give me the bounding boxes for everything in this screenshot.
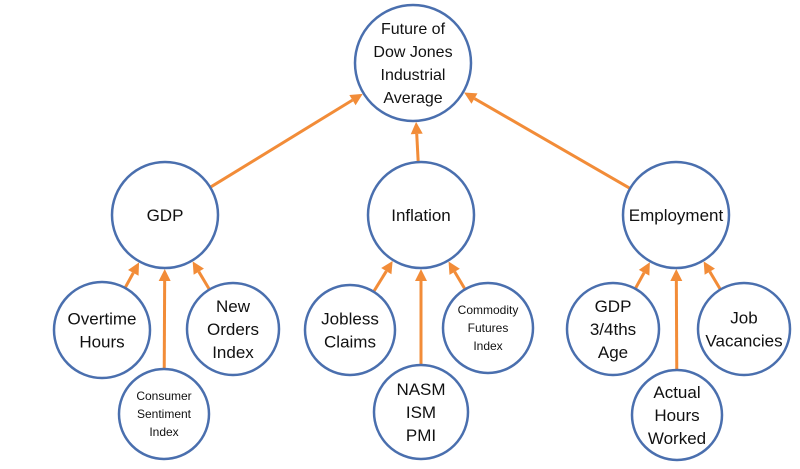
node-nasm-ism-pmi-circle	[372, 363, 470, 461]
node-consumer-sentiment-index-label-line: Index	[149, 425, 178, 439]
arrow-gdp-3-4ths-age-to-employment-line	[633, 272, 646, 290]
node-gdp: GDP	[110, 160, 220, 270]
node-inflation-label-line: Inflation	[391, 206, 451, 225]
node-consumer-sentiment-index-label-line: Consumer	[136, 389, 191, 403]
arrow-inflation-to-root-line	[415, 133, 420, 163]
node-gdp-3-4ths-age-label-line: Age	[598, 343, 628, 362]
arrow-gdp-to-root	[209, 93, 363, 189]
arrow-employment-to-root-line	[473, 97, 631, 190]
node-overtime-hours-circle	[52, 280, 152, 380]
node-root-future-of-dow-jones-industrial-average: Future of Dow Jones Industrial Average	[353, 3, 473, 123]
node-nasm-ism-pmi-label-line: NASM	[396, 380, 445, 399]
node-actual-hours-worked-circle	[630, 368, 724, 462]
node-employment-label-line: Employment	[629, 206, 724, 225]
node-nasm-ism-pmi: NASM ISM PMI	[372, 363, 470, 461]
node-overtime-hours-label-line: Overtime	[68, 309, 137, 328]
node-employment: Employment	[621, 160, 731, 270]
node-commodity-futures-index-label-line: Futures	[468, 321, 509, 335]
node-new-orders-index: New Orders Index	[185, 281, 281, 377]
arrow-jobless-claims-to-inflation-line	[372, 270, 388, 293]
node-overtime-hours: Overtime Hours	[52, 280, 152, 380]
arrow-gdp-to-root-line	[209, 98, 354, 189]
node-root-future-of-dow-jones-industrial-average-circle	[353, 3, 473, 123]
node-new-orders-index-label-line: Index	[212, 343, 254, 362]
node-gdp-3-4ths-age-label-line: 3/4ths	[590, 320, 636, 339]
arrow-nasm-ism-pmi-to-inflation	[415, 269, 427, 365]
node-job-vacancies-label-line: Vacancies	[705, 331, 782, 350]
node-gdp-circle	[110, 160, 220, 270]
arrow-gdp-3-4ths-age-to-employment	[633, 262, 650, 290]
edges-layer	[123, 92, 722, 371]
node-root-future-of-dow-jones-industrial-average-label-line: Average	[383, 90, 442, 107]
arrow-jobless-claims-to-inflation-arrowhead	[381, 260, 393, 275]
node-commodity-futures-index-label-line: Index	[473, 339, 502, 353]
arrow-job-vacancies-to-employment-arrowhead	[703, 261, 715, 275]
arrow-employment-to-root	[464, 92, 631, 190]
arrow-job-vacancies-to-employment	[703, 261, 722, 291]
node-root-future-of-dow-jones-industrial-average-label-line: Future of	[381, 21, 446, 38]
node-consumer-sentiment-index-circle	[117, 367, 211, 461]
node-actual-hours-worked-label-line: Worked	[648, 429, 706, 448]
arrow-commodity-futures-index-to-inflation	[448, 261, 467, 291]
arrow-gdp-to-root-arrowhead	[349, 93, 363, 106]
arrow-employment-to-root-arrowhead	[464, 92, 478, 104]
node-inflation: Inflation	[366, 160, 476, 270]
node-job-vacancies-circle	[696, 281, 792, 377]
node-job-vacancies: Job Vacancies	[696, 281, 792, 377]
arrow-nasm-ism-pmi-to-inflation-arrowhead	[415, 269, 427, 281]
nodes-layer: Future of Dow Jones Industrial Average GDP Ov…	[52, 3, 792, 462]
node-inflation-circle	[366, 160, 476, 270]
node-nasm-ism-pmi-label-line: PMI	[406, 426, 436, 445]
node-overtime-hours-label-line: Hours	[79, 332, 124, 351]
node-gdp-3-4ths-age-label-line: GDP	[595, 297, 632, 316]
arrow-consumer-sentiment-index-to-gdp-arrowhead	[158, 268, 171, 282]
arrow-commodity-futures-index-to-inflation-arrowhead	[448, 261, 460, 275]
node-gdp-3-4ths-age-circle	[565, 281, 661, 377]
arrow-overtime-hours-to-gdp-arrowhead	[128, 262, 140, 276]
node-jobless-claims-label-line: Jobless	[321, 309, 379, 328]
node-jobless-claims: Jobless Claims	[303, 283, 397, 377]
arrow-commodity-futures-index-to-inflation-line	[453, 271, 467, 291]
arrow-consumer-sentiment-index-to-gdp	[158, 268, 171, 370]
arrow-new-orders-index-to-gdp-arrowhead	[192, 261, 204, 275]
arrow-new-orders-index-to-gdp-line	[197, 270, 211, 291]
node-nasm-ism-pmi-label-line: ISM	[406, 403, 436, 422]
node-actual-hours-worked: Actual Hours Worked	[630, 368, 724, 462]
node-employment-circle	[621, 160, 731, 270]
node-root-future-of-dow-jones-industrial-average-label-line: Industrial	[381, 67, 446, 84]
node-consumer-sentiment-index: Consumer Sentiment Index	[117, 367, 211, 461]
node-actual-hours-worked-label-line: Hours	[654, 406, 699, 425]
node-commodity-futures-index: Commodity Futures Index	[441, 281, 535, 375]
arrow-inflation-to-root-arrowhead	[410, 121, 423, 135]
arrow-job-vacancies-to-employment-line	[708, 270, 722, 291]
arrow-new-orders-index-to-gdp	[192, 261, 211, 291]
node-consumer-sentiment-index-label-line: Sentiment	[137, 407, 192, 421]
node-gdp-3-4ths-age: GDP 3/4ths Age	[565, 281, 661, 377]
arrow-gdp-3-4ths-age-to-employment-arrowhead	[638, 262, 650, 276]
node-new-orders-index-circle	[185, 281, 281, 377]
arrow-inflation-to-root	[410, 121, 423, 163]
node-job-vacancies-label-line: Job	[730, 308, 757, 327]
arrow-actual-hours-worked-to-employment-arrowhead	[670, 268, 683, 282]
node-commodity-futures-index-circle	[441, 281, 535, 375]
node-jobless-claims-circle	[303, 283, 397, 377]
node-root-future-of-dow-jones-industrial-average-label-line: Dow Jones	[373, 44, 452, 61]
node-new-orders-index-label-line: Orders	[207, 320, 259, 339]
node-new-orders-index-label-line: New	[216, 297, 251, 316]
arrow-actual-hours-worked-to-employment	[670, 268, 683, 371]
node-commodity-futures-index-label-line: Commodity	[458, 303, 519, 317]
node-jobless-claims-label-line: Claims	[324, 332, 376, 351]
arrow-overtime-hours-to-gdp-line	[123, 272, 135, 289]
node-actual-hours-worked-label-line: Actual	[653, 383, 700, 402]
arrow-jobless-claims-to-inflation	[372, 260, 393, 293]
node-gdp-label-line: GDP	[147, 206, 184, 225]
arrow-overtime-hours-to-gdp	[123, 262, 140, 289]
